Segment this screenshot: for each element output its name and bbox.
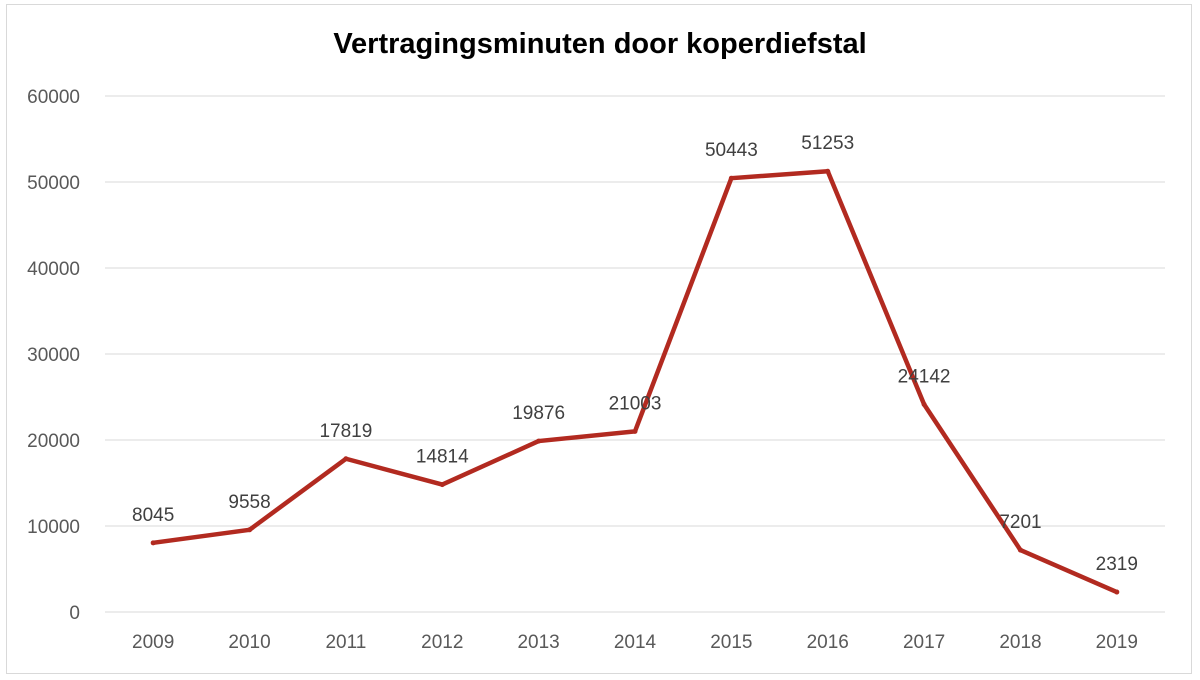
- x-tick-label: 2018: [999, 632, 1041, 653]
- y-tick-label: 40000: [27, 259, 80, 280]
- data-point: [1114, 589, 1120, 595]
- x-tick-label: 2016: [807, 632, 849, 653]
- y-tick-label: 10000: [27, 517, 80, 538]
- data-point: [536, 438, 542, 444]
- chart-title: Vertragingsminuten door koperdiefstal: [333, 28, 867, 60]
- data-point: [439, 482, 445, 488]
- chart-frame: [6, 4, 1192, 674]
- data-label: 50443: [705, 140, 758, 161]
- data-label: 2319: [1096, 554, 1138, 575]
- x-tick-label: 2010: [228, 632, 270, 653]
- x-tick-label: 2014: [614, 632, 657, 653]
- data-label: 51253: [801, 133, 854, 154]
- x-tick-label: 2009: [132, 632, 174, 653]
- data-point: [921, 401, 927, 407]
- x-tick-label: 2013: [517, 632, 559, 653]
- y-tick-label: 0: [69, 603, 80, 624]
- data-label: 17819: [319, 421, 372, 442]
- data-point: [343, 456, 349, 462]
- y-tick-label: 30000: [27, 345, 80, 366]
- data-point: [825, 168, 831, 174]
- data-label: 19876: [512, 403, 565, 424]
- x-tick-label: 2019: [1096, 632, 1138, 653]
- data-label: 9558: [228, 492, 270, 513]
- x-tick-label: 2015: [710, 632, 752, 653]
- y-tick-label: 50000: [27, 173, 80, 194]
- data-point: [632, 428, 638, 434]
- data-label: 24142: [898, 366, 951, 387]
- x-tick-label: 2011: [325, 632, 366, 653]
- x-tick-label: 2017: [903, 632, 945, 653]
- data-point: [728, 175, 734, 181]
- data-point: [150, 540, 156, 546]
- series-line: [150, 168, 1120, 595]
- data-label: 7201: [999, 512, 1041, 533]
- y-tick-label: 20000: [27, 431, 80, 452]
- x-tick-label: 2012: [421, 632, 463, 653]
- data-label: 14814: [416, 447, 469, 468]
- data-label: 8045: [132, 505, 174, 526]
- data-point: [1017, 547, 1023, 553]
- data-label: 21003: [609, 393, 662, 414]
- data-point: [247, 527, 253, 533]
- y-tick-label: 60000: [27, 87, 80, 108]
